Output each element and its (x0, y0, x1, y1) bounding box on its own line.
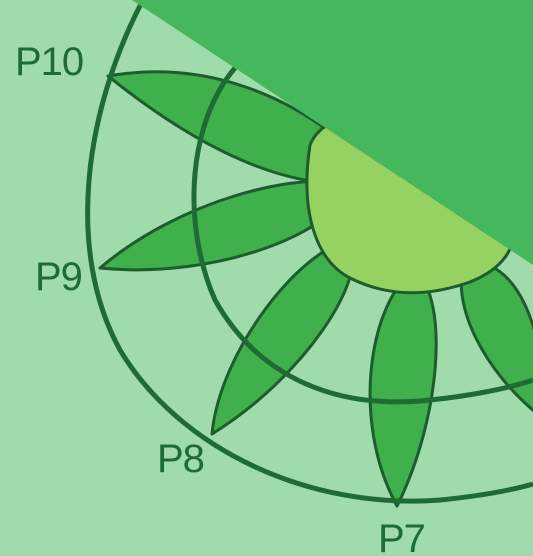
inner-ring (191, 66, 533, 405)
label-p9: P9 (35, 255, 82, 299)
overlay-triangle (132, 0, 533, 265)
label-p7: P7 (378, 517, 425, 556)
outer-ring (85, 0, 533, 504)
label-p10: P10 (15, 40, 83, 84)
label-p8: P8 (157, 437, 204, 481)
labels: P10 P9 P8 P7 (15, 40, 426, 556)
rings (85, 0, 533, 504)
